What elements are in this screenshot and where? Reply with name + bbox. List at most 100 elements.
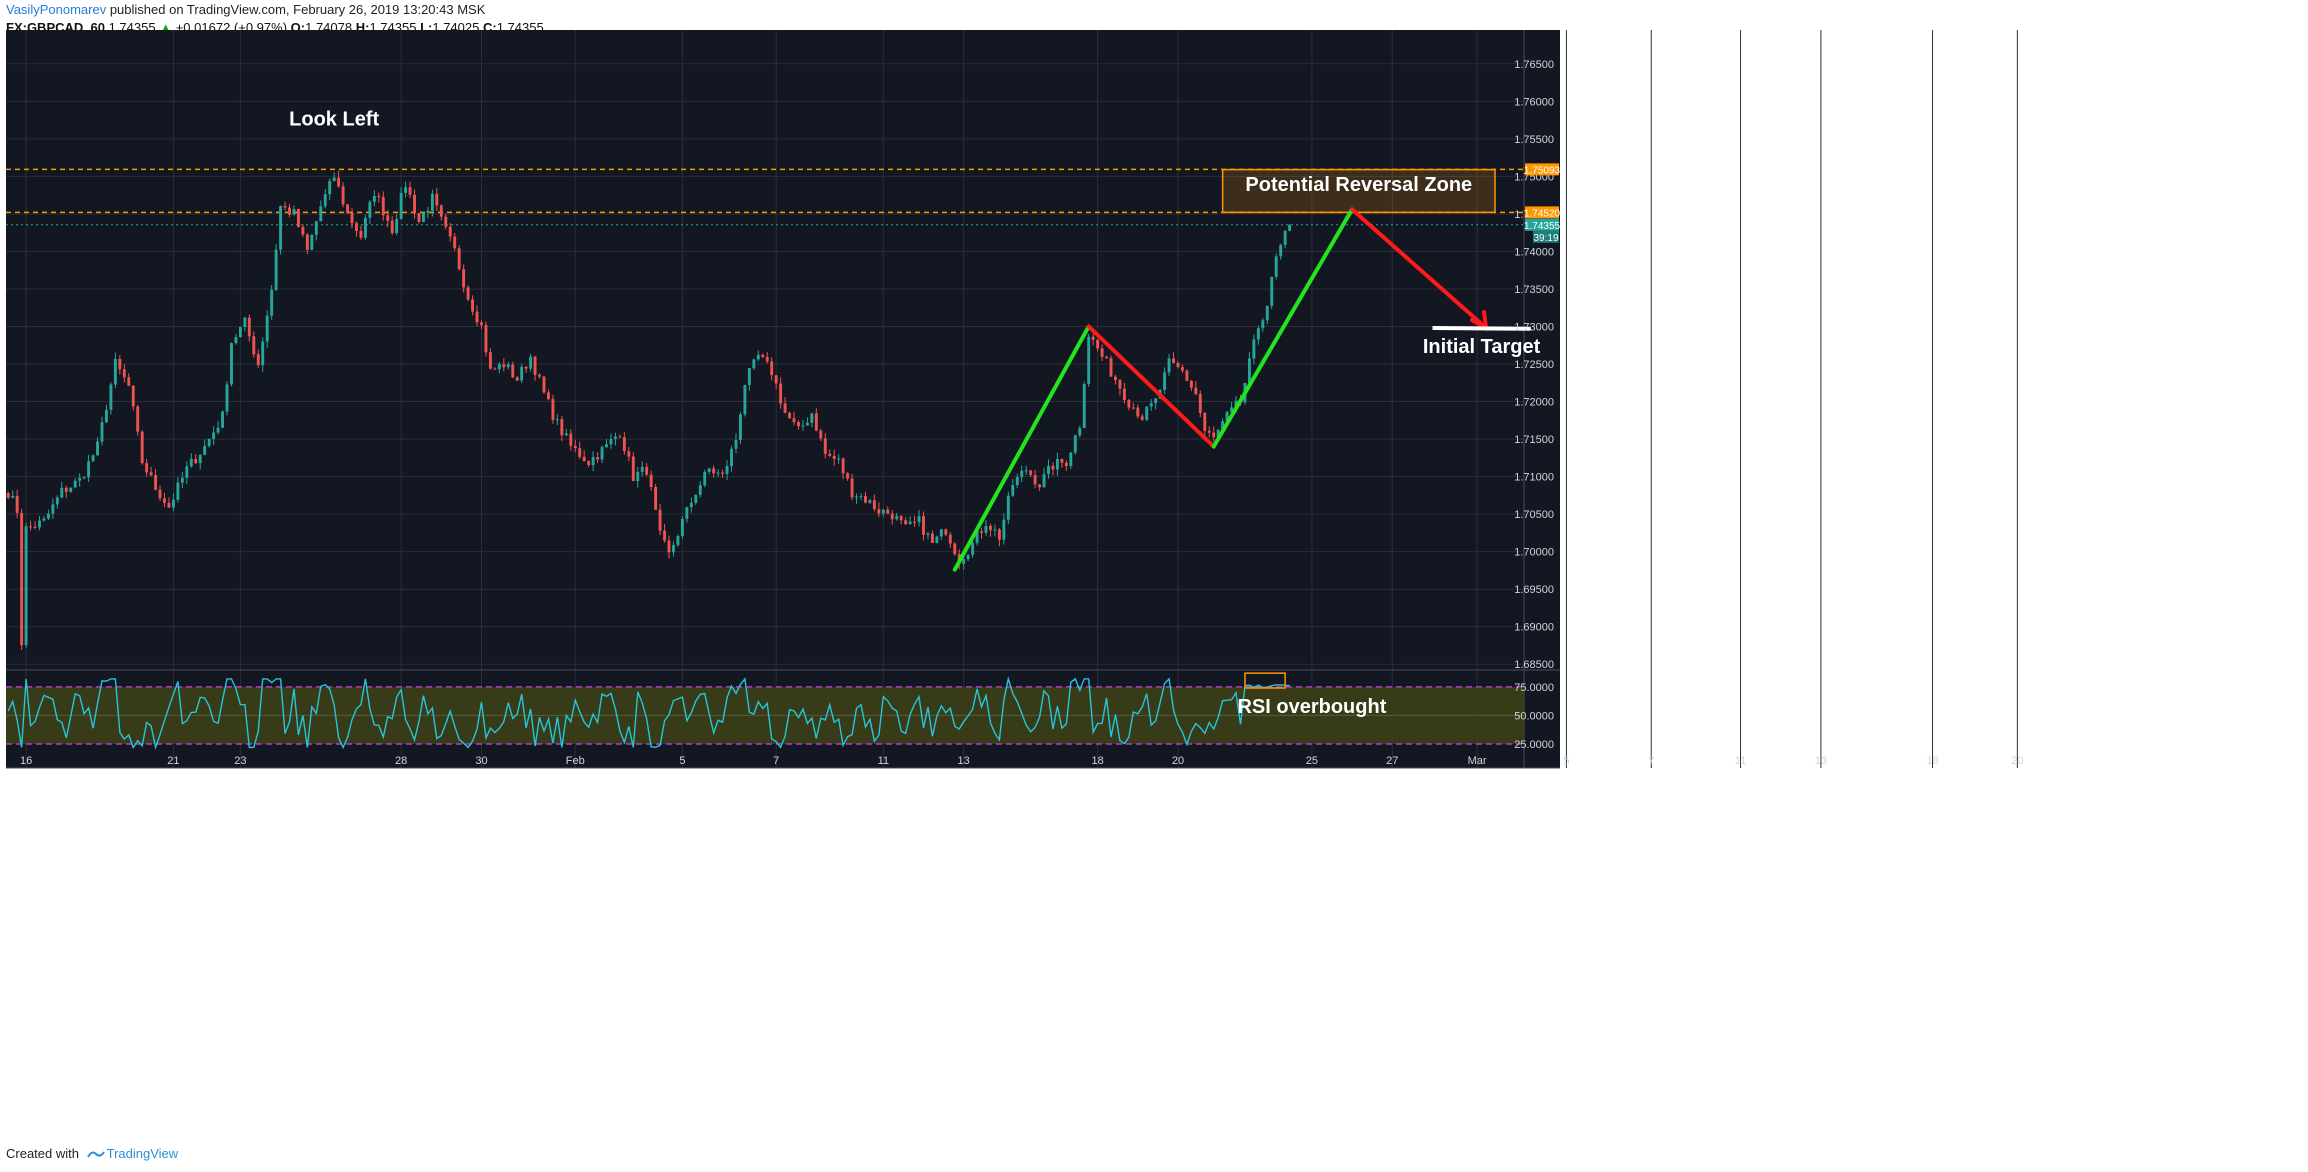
candle-body — [877, 509, 881, 514]
candle-body — [649, 474, 653, 488]
candle-body — [247, 317, 251, 337]
candle-body — [136, 406, 140, 432]
candle-body — [453, 236, 457, 249]
candle-body — [895, 515, 899, 520]
candle-body — [73, 480, 77, 488]
rsi-overbought-label: RSI overbought — [1237, 696, 1386, 718]
candle-body — [984, 526, 988, 533]
author-link[interactable]: VasilyPonomarev — [6, 2, 107, 17]
candle-body — [587, 461, 591, 466]
candle-body — [1011, 485, 1015, 496]
look-left-label: Look Left — [289, 108, 379, 130]
candle-body — [212, 432, 216, 439]
candle-body — [82, 477, 86, 479]
candle-body — [421, 212, 425, 222]
candle-body — [390, 220, 394, 234]
candle-body — [265, 315, 269, 342]
candle-body — [935, 536, 939, 543]
candle-body — [707, 468, 711, 472]
candle-body — [189, 458, 193, 467]
candle-body — [890, 513, 894, 520]
candle-body — [305, 234, 309, 250]
candle-body — [944, 529, 948, 535]
candle-body — [24, 526, 28, 646]
chart-canvas[interactable]: 1.765001.760001.755001.750001.745001.740… — [0, 0, 2308, 1146]
price-badge-label: 1.74355 — [1524, 221, 1561, 232]
tradingview-link[interactable]: TradingView — [106, 1146, 179, 1161]
time-tick-label: 16 — [20, 755, 32, 767]
candle-body — [1042, 474, 1046, 488]
candle-body — [864, 496, 867, 503]
time-tick-label: 13 — [958, 755, 970, 767]
price-tick-label: 1.74000 — [1514, 246, 1554, 258]
time-tick-label: 18 — [1926, 755, 1938, 767]
candle-body — [913, 521, 917, 523]
candle-body — [243, 317, 247, 328]
candle-body — [328, 181, 332, 195]
candle-body — [69, 487, 73, 492]
price-tick-label: 1.76000 — [1514, 96, 1554, 108]
tradingview-logo-icon — [86, 1151, 105, 1158]
candle-body — [493, 368, 497, 370]
candle-body — [100, 422, 104, 442]
candle-body — [1225, 411, 1229, 422]
candle-body — [113, 358, 117, 385]
candle-body — [573, 445, 577, 449]
candle-body — [667, 540, 671, 553]
publish-info: VasilyPonomarev published on TradingView… — [6, 2, 485, 17]
price-tick-label: 1.68500 — [1514, 659, 1554, 671]
candle-body — [42, 518, 46, 521]
price-tick-label: 1.73500 — [1514, 284, 1554, 296]
candle-body — [1002, 519, 1006, 540]
candle-body — [560, 419, 564, 436]
candle-body — [51, 504, 55, 514]
candle-body — [578, 448, 582, 457]
candle-body — [506, 364, 510, 368]
time-tick-label: 30 — [475, 755, 487, 767]
candle-body — [663, 530, 666, 541]
candle-body — [1127, 399, 1131, 408]
candle-body — [743, 385, 747, 415]
price-tick-label: 1.69000 — [1514, 622, 1554, 634]
candle-body — [1154, 398, 1158, 404]
candle-body — [109, 384, 113, 410]
rsi-tick-label: 50.0000 — [1514, 710, 1554, 722]
candle-body — [1029, 470, 1033, 476]
candle-body — [1060, 458, 1064, 463]
candle-body — [886, 509, 890, 514]
time-tick-label: 20 — [2011, 755, 2023, 767]
candle-body — [332, 177, 336, 182]
time-tick-label: 25 — [1306, 755, 1318, 767]
price-tick-label: 1.70000 — [1514, 547, 1554, 559]
candle-body — [1163, 372, 1167, 390]
candle-body — [640, 466, 644, 472]
candle-body — [1140, 416, 1144, 420]
candle-body — [1185, 370, 1189, 381]
candle-body — [658, 509, 662, 531]
candle-body — [850, 478, 854, 498]
candle-body — [363, 217, 367, 238]
candle-body — [270, 289, 274, 316]
candle-body — [1082, 384, 1086, 429]
axes: 1.765001.760001.755001.750001.745001.740… — [20, 59, 2024, 767]
candle-body — [841, 458, 845, 474]
candle-body — [779, 383, 783, 404]
candle-body — [654, 487, 658, 510]
candle-body — [1087, 336, 1091, 385]
candle-body — [252, 336, 256, 355]
candle-body — [96, 441, 99, 456]
candle-body — [261, 341, 265, 366]
candle-body — [582, 456, 586, 462]
candle-body — [167, 502, 171, 508]
candle-body — [127, 377, 131, 386]
candle-body — [1096, 339, 1100, 349]
candle-body — [216, 427, 220, 433]
candle-body — [288, 207, 291, 215]
candle-body — [1180, 367, 1184, 371]
price-tick-label: 1.71000 — [1514, 472, 1554, 484]
candle-body — [1069, 452, 1073, 467]
candle-body — [734, 439, 738, 449]
candle-body — [1274, 256, 1278, 277]
candle-body — [118, 358, 122, 370]
price-badge-label: 1.75093 — [1524, 165, 1561, 176]
